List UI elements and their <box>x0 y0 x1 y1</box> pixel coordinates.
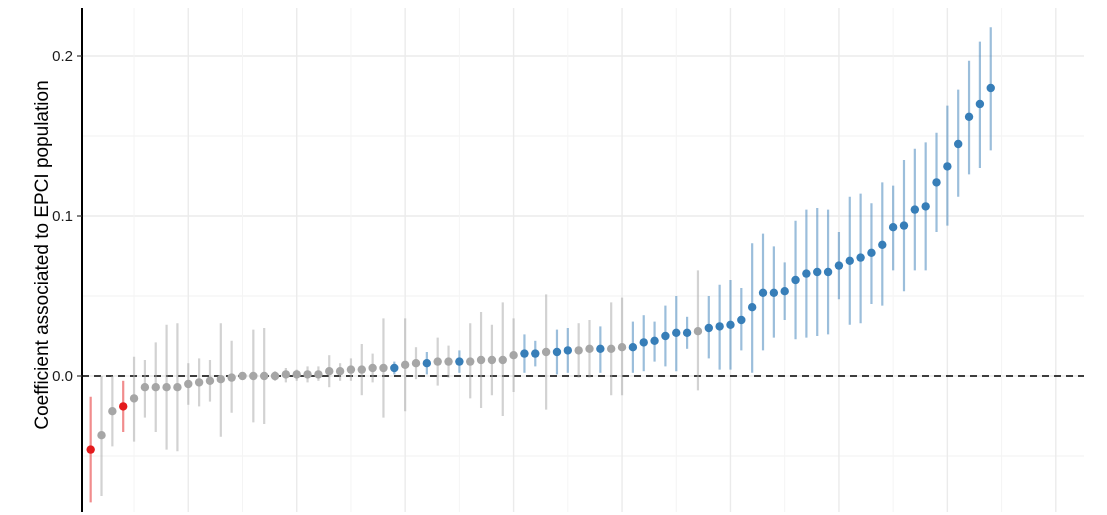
data-point <box>86 445 95 454</box>
data-point <box>357 365 366 374</box>
data-point <box>932 178 941 187</box>
data-point <box>390 363 399 373</box>
data-point <box>823 267 833 277</box>
data-point <box>531 349 540 358</box>
data-point <box>964 112 974 122</box>
data-point <box>314 370 323 379</box>
data-point <box>487 355 497 365</box>
data-point <box>292 370 301 379</box>
error-bars <box>89 27 992 503</box>
data-point <box>346 365 356 374</box>
data-point <box>563 346 573 355</box>
grid-lines <box>82 8 1084 512</box>
data-point <box>845 256 854 265</box>
data-point <box>476 355 486 365</box>
data-point <box>216 375 226 384</box>
data-point <box>758 288 768 297</box>
data-point <box>433 357 442 366</box>
data-point <box>335 367 345 376</box>
data-point <box>596 344 605 353</box>
data-point <box>325 367 334 376</box>
data-point <box>498 355 507 365</box>
data-point <box>726 320 735 329</box>
data-point <box>650 336 659 345</box>
data-point <box>520 349 529 358</box>
data-point <box>628 343 638 352</box>
data-point <box>509 351 518 360</box>
data-point <box>682 328 692 337</box>
data-point <box>856 253 865 262</box>
data-point <box>400 360 410 369</box>
data-point <box>466 357 475 366</box>
data-point <box>737 315 746 325</box>
data-point <box>455 357 464 366</box>
data-point <box>672 328 681 337</box>
data-point <box>975 99 985 109</box>
data-point <box>878 240 887 249</box>
data-point <box>769 288 779 297</box>
data-point <box>606 344 616 353</box>
data-point <box>780 287 789 296</box>
data-point <box>585 344 594 353</box>
data-point <box>813 267 822 277</box>
data-point <box>108 407 117 416</box>
y-tick-labels: 0.0 0.1 0.2 <box>52 48 73 385</box>
data-point <box>119 402 128 411</box>
data-point <box>617 343 627 352</box>
data-point <box>541 347 551 357</box>
data-point <box>270 371 280 381</box>
data-point <box>162 383 171 392</box>
data-point <box>910 205 920 214</box>
data-point <box>715 322 724 331</box>
data-point <box>368 363 377 373</box>
data-point <box>97 431 106 440</box>
data-point <box>834 261 844 270</box>
y-tick-label: 0.1 <box>52 208 73 225</box>
data-point <box>986 83 995 93</box>
data-point <box>899 221 909 230</box>
data-point <box>151 383 160 392</box>
y-axis <box>77 8 83 512</box>
data-point <box>888 223 898 232</box>
data-point <box>422 359 432 368</box>
data-point <box>791 275 800 285</box>
data-point <box>943 162 952 171</box>
y-tick-label: 0.2 <box>52 48 73 65</box>
data-point <box>173 383 182 392</box>
data-point <box>227 373 236 382</box>
data-point <box>184 379 193 389</box>
data-point <box>444 357 453 366</box>
data-point <box>140 383 150 392</box>
data-point <box>259 371 269 381</box>
data-point <box>194 378 204 387</box>
data-point <box>249 371 258 381</box>
data-point <box>238 371 247 381</box>
data-point <box>552 347 562 357</box>
data-point <box>411 359 421 368</box>
data-point <box>303 370 312 379</box>
data-point <box>379 363 388 373</box>
data-point <box>639 338 648 347</box>
data-point <box>747 303 757 312</box>
data-point <box>867 248 876 257</box>
data-point <box>954 139 963 149</box>
data-point <box>802 269 811 278</box>
data-point <box>574 346 583 355</box>
data-point <box>205 376 215 385</box>
data-point <box>693 327 703 336</box>
data-point <box>661 331 670 341</box>
data-point <box>921 202 930 211</box>
data-points <box>86 83 995 454</box>
data-point <box>704 323 713 333</box>
y-axis-title: Coefficient associated to EPCI populatio… <box>32 80 53 429</box>
y-tick-label: 0.0 <box>52 368 73 385</box>
data-point <box>281 370 291 379</box>
data-point <box>129 394 139 403</box>
